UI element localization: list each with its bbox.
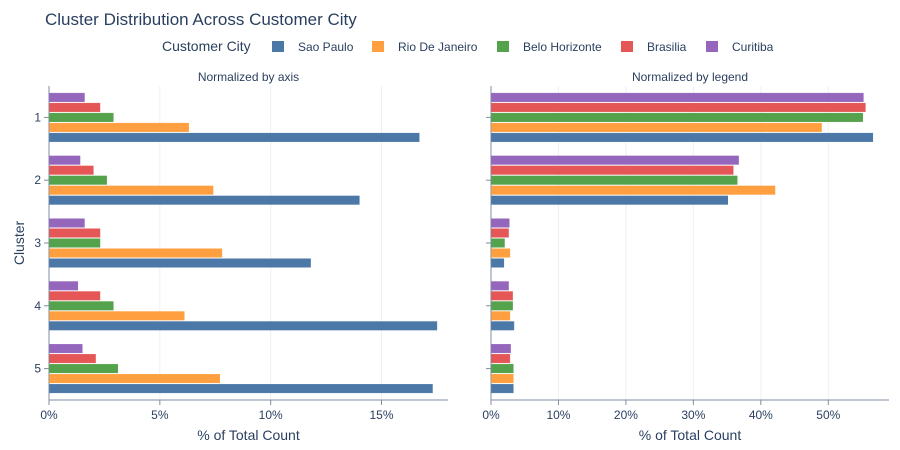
x-tick-label: 10%: [546, 408, 570, 422]
bar-rio-de-janeiro-cluster-2[interactable]: [49, 185, 214, 195]
y-tick-label: 2: [34, 173, 41, 187]
bar-belo-horizonte-cluster-3[interactable]: [49, 238, 101, 248]
legend-label: Brasilia: [647, 40, 687, 54]
bar-belo-horizonte-cluster-4[interactable]: [491, 301, 513, 311]
bar-belo-horizonte-cluster-5[interactable]: [49, 364, 118, 374]
bar-sao-paulo-cluster-5[interactable]: [491, 384, 514, 394]
chart-title: Cluster Distribution Across Customer Cit…: [45, 10, 357, 29]
x-tick-label: 15%: [369, 408, 393, 422]
bar-curitiba-cluster-5[interactable]: [491, 344, 511, 354]
bar-rio-de-janeiro-cluster-1[interactable]: [49, 122, 189, 132]
bar-curitiba-cluster-2[interactable]: [491, 155, 739, 165]
bar-belo-horizonte-cluster-1[interactable]: [49, 112, 114, 122]
x-tick-label: 5%: [151, 408, 169, 422]
legend-swatch: [621, 41, 633, 52]
bar-belo-horizonte-cluster-5[interactable]: [491, 364, 514, 374]
bar-brasilia-cluster-2[interactable]: [491, 165, 734, 175]
bar-brasilia-cluster-4[interactable]: [491, 291, 513, 301]
bar-sao-paulo-cluster-1[interactable]: [49, 132, 420, 142]
x-tick-label: 0%: [40, 408, 58, 422]
bar-sao-paulo-cluster-4[interactable]: [49, 321, 438, 331]
bar-curitiba-cluster-4[interactable]: [49, 281, 79, 291]
subplot-normalized-by-axis: Normalized by axis 0% 5% 10% 15% % of Total C…: [34, 70, 448, 443]
legend-label: Belo Horizonte: [523, 40, 602, 54]
legend-item-brasilia[interactable]: Brasilia: [621, 40, 687, 54]
bar-curitiba-cluster-3[interactable]: [491, 218, 510, 228]
bar-rio-de-janeiro-cluster-2[interactable]: [491, 185, 776, 195]
x-tick-label: 0%: [482, 408, 500, 422]
subplot-normalized-by-legend: Normalized by legend 0% 10% 20% 30% 40% 50% % o…: [482, 70, 889, 443]
bar-rio-de-janeiro-cluster-4[interactable]: [49, 311, 185, 321]
y-tick-label: 3: [34, 236, 41, 250]
legend-item-sao-paulo[interactable]: Sao Paulo: [272, 40, 354, 54]
y-axis-title: Cluster: [11, 220, 27, 265]
x-axis-title: % of Total Count: [639, 427, 742, 443]
bar-rio-de-janeiro-cluster-3[interactable]: [491, 248, 511, 258]
y-tick-label: 1: [34, 110, 41, 124]
bar-rio-de-janeiro-cluster-5[interactable]: [491, 374, 514, 384]
legend-title: Customer City: [162, 38, 251, 54]
bar-belo-horizonte-cluster-3[interactable]: [491, 238, 505, 248]
bar-brasilia-cluster-3[interactable]: [49, 228, 101, 238]
bar-rio-de-janeiro-cluster-3[interactable]: [49, 248, 223, 258]
legend-item-belo-horizonte[interactable]: Belo Horizonte: [497, 40, 602, 54]
bar-brasilia-cluster-2[interactable]: [49, 165, 94, 175]
legend-item-rio-de-janeiro[interactable]: Rio De Janeiro: [372, 40, 478, 54]
y-tick-label: 5: [34, 362, 41, 376]
bar-brasilia-cluster-1[interactable]: [49, 102, 101, 112]
bar-sao-paulo-cluster-3[interactable]: [49, 258, 311, 268]
bar-curitiba-cluster-1[interactable]: [491, 92, 864, 102]
x-tick-label: 40%: [749, 408, 773, 422]
bar-curitiba-cluster-5[interactable]: [49, 344, 83, 354]
bar-brasilia-cluster-1[interactable]: [491, 102, 866, 112]
bar-belo-horizonte-cluster-4[interactable]: [49, 301, 114, 311]
bar-sao-paulo-cluster-1[interactable]: [491, 132, 874, 142]
y-tick-label: 4: [34, 299, 41, 313]
legend-label: Rio De Janeiro: [398, 40, 478, 54]
bar-curitiba-cluster-1[interactable]: [49, 92, 85, 102]
bar-sao-paulo-cluster-4[interactable]: [491, 321, 515, 331]
x-tick-label: 10%: [259, 408, 283, 422]
legend-swatch: [272, 41, 284, 52]
legend-swatch: [706, 41, 718, 52]
bar-rio-de-janeiro-cluster-1[interactable]: [491, 122, 822, 132]
legend-item-curitiba[interactable]: Curitiba: [706, 40, 774, 54]
x-tick-label: 30%: [681, 408, 705, 422]
bar-sao-paulo-cluster-2[interactable]: [49, 195, 360, 205]
bar-belo-horizonte-cluster-1[interactable]: [491, 112, 863, 122]
bar-rio-de-janeiro-cluster-5[interactable]: [49, 374, 220, 384]
subplot-title: Normalized by legend: [632, 70, 748, 84]
legend-swatch: [497, 41, 509, 52]
x-tick-label: 20%: [614, 408, 638, 422]
bar-sao-paulo-cluster-3[interactable]: [491, 258, 505, 268]
x-tick-label: 50%: [816, 408, 840, 422]
bar-brasilia-cluster-4[interactable]: [49, 291, 101, 301]
bar-curitiba-cluster-3[interactable]: [49, 218, 85, 228]
subplot-title: Normalized by axis: [198, 70, 299, 84]
bar-sao-paulo-cluster-5[interactable]: [49, 384, 433, 394]
bar-rio-de-janeiro-cluster-4[interactable]: [491, 311, 511, 321]
bar-sao-paulo-cluster-2[interactable]: [491, 195, 729, 205]
bar-brasilia-cluster-3[interactable]: [491, 228, 509, 238]
bar-curitiba-cluster-2[interactable]: [49, 155, 81, 165]
bar-brasilia-cluster-5[interactable]: [49, 354, 96, 364]
legend-label: Curitiba: [732, 40, 774, 54]
legend: Customer City Sao Paulo Rio De Janeiro Bel…: [162, 38, 774, 54]
bar-belo-horizonte-cluster-2[interactable]: [49, 175, 107, 185]
bar-brasilia-cluster-5[interactable]: [491, 354, 511, 364]
bar-belo-horizonte-cluster-2[interactable]: [491, 175, 738, 185]
x-axis-title: % of Total Count: [197, 427, 300, 443]
legend-swatch: [372, 41, 384, 52]
legend-label: Sao Paulo: [298, 40, 354, 54]
bar-curitiba-cluster-4[interactable]: [491, 281, 509, 291]
